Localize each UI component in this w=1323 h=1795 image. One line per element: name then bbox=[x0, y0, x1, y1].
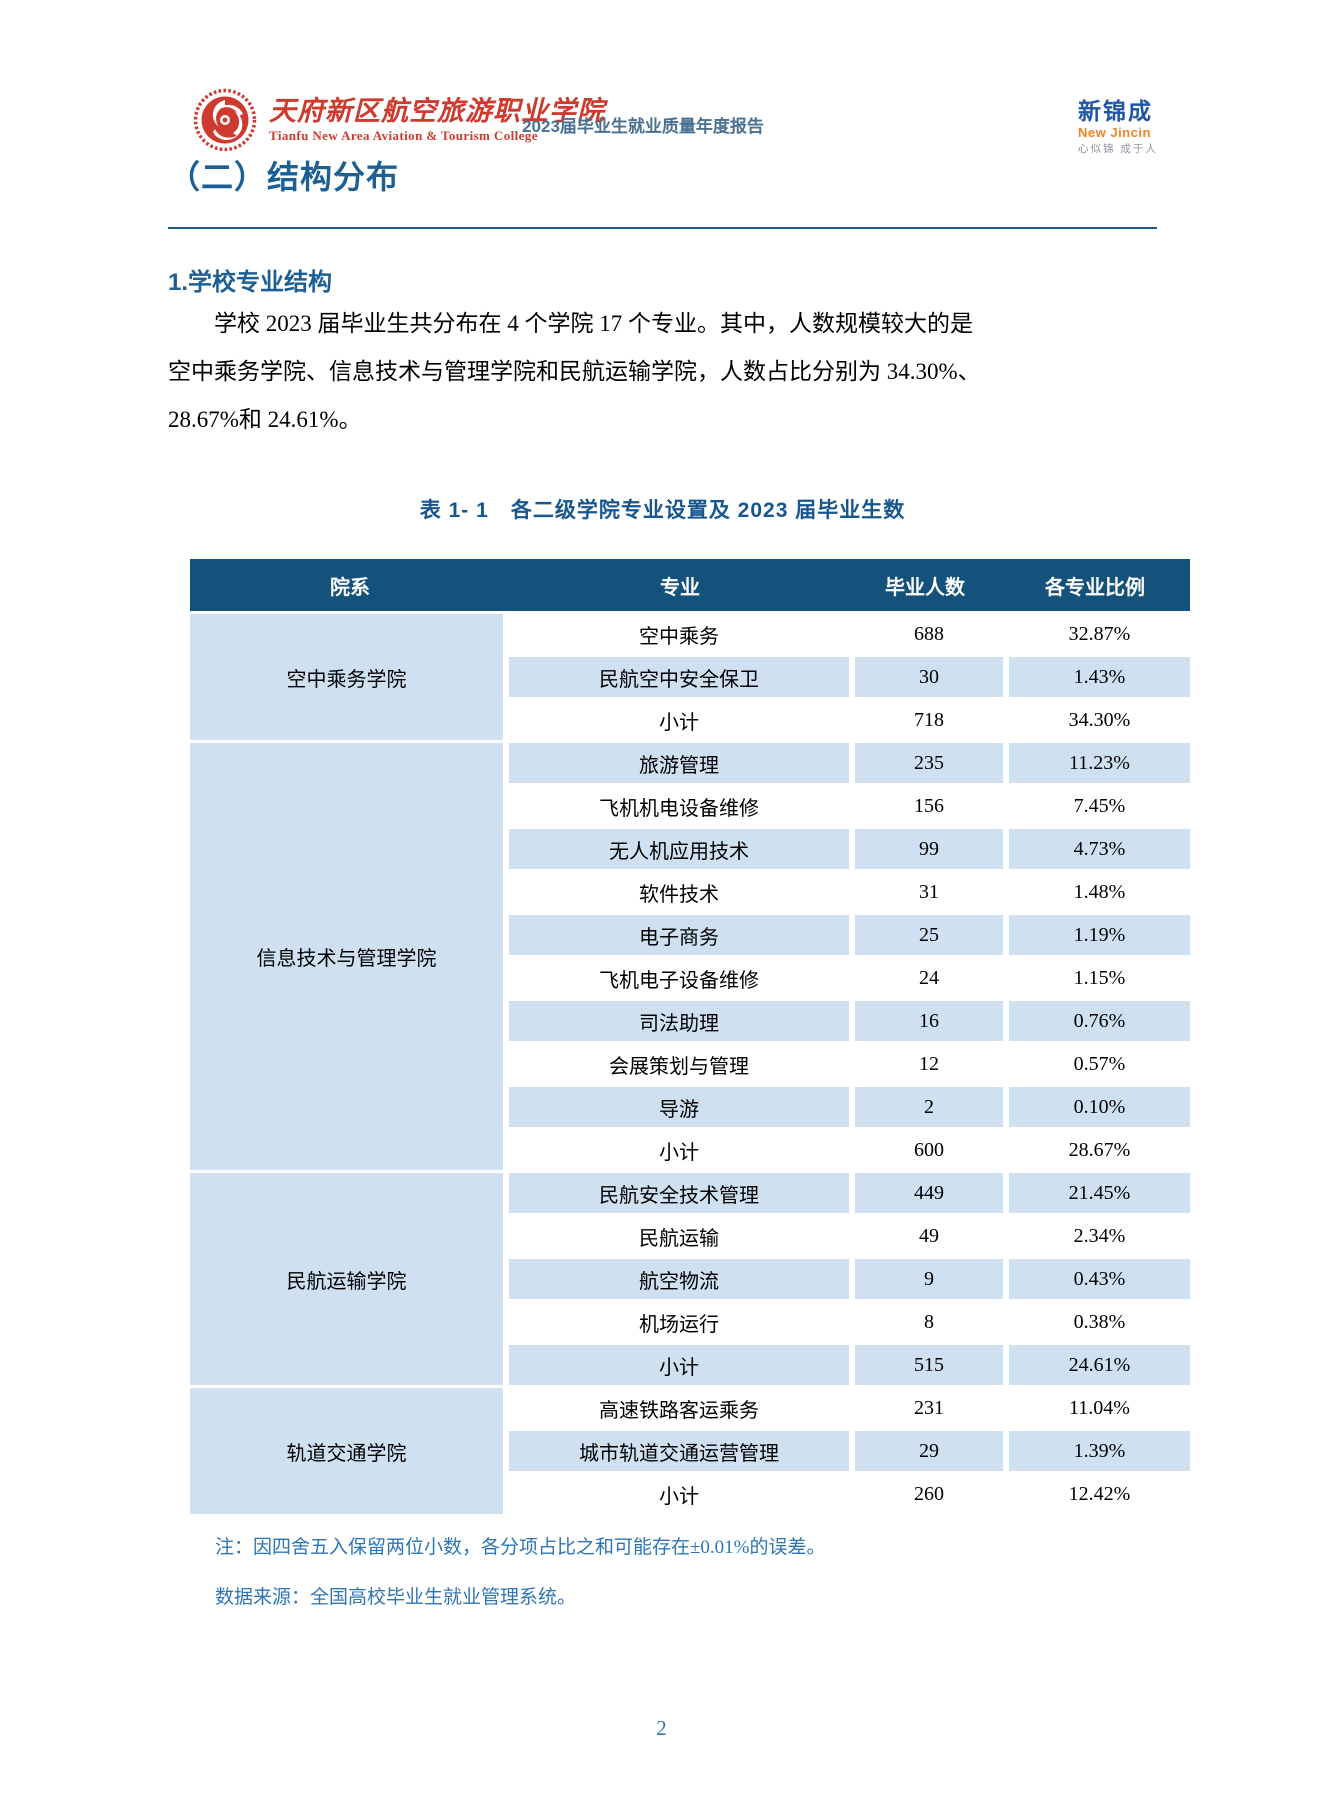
table-header-row: 院系 专业 毕业人数 各专业比例 bbox=[190, 559, 1190, 611]
college-name-block: 天府新区航空旅游职业学院 Tianfu New Area Aviation & … bbox=[269, 96, 605, 144]
college-cell: 空中乘务学院 bbox=[190, 614, 503, 740]
page-number: 2 bbox=[656, 1716, 667, 1740]
major-cell: 空中乘务 bbox=[509, 614, 849, 654]
count-cell: 30 bbox=[855, 657, 1003, 697]
brand-slogan: 心似锦 成于人 bbox=[1078, 143, 1158, 155]
college-logo: 天府新区航空旅游职业学院 Tianfu New Area Aviation & … bbox=[193, 88, 605, 152]
table-body: 空中乘务学院 空中乘务 688 32.87% 民航空中安全保卫 30 1.43% 小计 718 3… bbox=[190, 614, 1190, 1514]
brand-name-en: New Jincin bbox=[1078, 125, 1151, 140]
major-cell: 机场运行 bbox=[509, 1302, 849, 1342]
column-header-count: 毕业人数 bbox=[885, 576, 965, 599]
percent-cell: 11.23% bbox=[1009, 743, 1190, 783]
college-name-en: Tianfu New Area Aviation & Tourism Colle… bbox=[269, 128, 538, 143]
title-divider bbox=[168, 227, 1157, 229]
count-cell: 156 bbox=[855, 786, 1003, 826]
count-cell: 8 bbox=[855, 1302, 1003, 1342]
percent-cell: 1.19% bbox=[1009, 915, 1190, 955]
percent-cell: 24.61% bbox=[1009, 1345, 1190, 1385]
count-cell: 49 bbox=[855, 1216, 1003, 1256]
major-cell: 民航运输 bbox=[509, 1216, 849, 1256]
subsection-title: 1.学校专业结构 bbox=[168, 269, 333, 296]
major-cell: 飞机电子设备维修 bbox=[509, 958, 849, 998]
column-header-percent: 各专业比例 bbox=[1045, 576, 1145, 599]
major-cell: 旅游管理 bbox=[509, 743, 849, 783]
paragraph-line: 空中乘务学院、信息技术与管理学院和民航运输学院，人数占比分别为 34.30%、 bbox=[168, 359, 981, 384]
college-cell: 信息技术与管理学院 bbox=[190, 743, 503, 1170]
major-cell: 民航安全技术管理 bbox=[509, 1173, 849, 1213]
college-cell: 轨道交通学院 bbox=[190, 1388, 503, 1514]
major-cell: 民航空中安全保卫 bbox=[509, 657, 849, 697]
table-note: 注：因四舍五入保留两位小数，各分项占比之和可能存在±0.01%的误差。 bbox=[215, 1537, 826, 1558]
body-paragraph: 学校 2023 届毕业生共分布在 4 个学院 17 个专业。其中，人数规模较大的… bbox=[168, 300, 1160, 444]
percent-cell: 21.45% bbox=[1009, 1173, 1190, 1213]
count-cell: 29 bbox=[855, 1431, 1003, 1471]
count-cell: 235 bbox=[855, 743, 1003, 783]
major-cell: 飞机机电设备维修 bbox=[509, 786, 849, 826]
major-cell: 电子商务 bbox=[509, 915, 849, 955]
count-cell: 9 bbox=[855, 1259, 1003, 1299]
college-name-zh: 天府新区航空旅游职业学院 bbox=[269, 96, 605, 126]
percent-cell: 0.10% bbox=[1009, 1087, 1190, 1127]
major-cell: 小计 bbox=[509, 1345, 849, 1385]
major-cell: 导游 bbox=[509, 1087, 849, 1127]
percent-cell: 28.67% bbox=[1009, 1130, 1190, 1170]
data-source-note: 数据来源：全国高校毕业生就业管理系统。 bbox=[215, 1587, 577, 1608]
major-cell: 小计 bbox=[509, 700, 849, 740]
count-cell: 449 bbox=[855, 1173, 1003, 1213]
section-title: （二）结构分布 bbox=[168, 159, 400, 195]
count-cell: 688 bbox=[855, 614, 1003, 654]
count-cell: 515 bbox=[855, 1345, 1003, 1385]
paragraph-line: 学校 2023 届毕业生共分布在 4 个学院 17 个专业。其中，人数规模较大的… bbox=[214, 311, 973, 336]
major-cell: 城市轨道交通运营管理 bbox=[509, 1431, 849, 1471]
percent-cell: 4.73% bbox=[1009, 829, 1190, 869]
percent-cell: 11.04% bbox=[1009, 1388, 1190, 1428]
count-cell: 12 bbox=[855, 1044, 1003, 1084]
count-cell: 16 bbox=[855, 1001, 1003, 1041]
major-cell: 高速铁路客运乘务 bbox=[509, 1388, 849, 1428]
percent-cell: 1.43% bbox=[1009, 657, 1190, 697]
count-cell: 25 bbox=[855, 915, 1003, 955]
count-cell: 600 bbox=[855, 1130, 1003, 1170]
percent-cell: 0.76% bbox=[1009, 1001, 1190, 1041]
major-cell: 小计 bbox=[509, 1474, 849, 1514]
major-cell: 软件技术 bbox=[509, 872, 849, 912]
column-header-major: 专业 bbox=[660, 576, 700, 599]
percent-cell: 34.30% bbox=[1009, 700, 1190, 740]
table-caption: 表 1- 1 各二级学院专业设置及 2023 届毕业生数 bbox=[419, 499, 906, 522]
count-cell: 2 bbox=[855, 1087, 1003, 1127]
percent-cell: 0.43% bbox=[1009, 1259, 1190, 1299]
column-header-college: 院系 bbox=[330, 576, 370, 599]
brand-name-zh: 新锦成 bbox=[1078, 98, 1153, 124]
percent-cell: 1.39% bbox=[1009, 1431, 1190, 1471]
count-cell: 718 bbox=[855, 700, 1003, 740]
count-cell: 31 bbox=[855, 872, 1003, 912]
percent-cell: 12.42% bbox=[1009, 1474, 1190, 1514]
page-header: 天府新区航空旅游职业学院 Tianfu New Area Aviation & … bbox=[0, 86, 1323, 164]
major-cell: 会展策划与管理 bbox=[509, 1044, 849, 1084]
count-cell: 24 bbox=[855, 958, 1003, 998]
report-title: 2023届毕业生就业质量年度报告 bbox=[522, 117, 764, 136]
percent-cell: 1.48% bbox=[1009, 872, 1190, 912]
phoenix-emblem-icon bbox=[193, 88, 257, 152]
count-cell: 260 bbox=[855, 1474, 1003, 1514]
major-cell: 小计 bbox=[509, 1130, 849, 1170]
percent-cell: 7.45% bbox=[1009, 786, 1190, 826]
percent-cell: 0.57% bbox=[1009, 1044, 1190, 1084]
majors-table: 院系 专业 毕业人数 各专业比例 空中乘务学院 空中乘务 688 32.87% 民航空中… bbox=[190, 559, 1190, 1514]
count-cell: 231 bbox=[855, 1388, 1003, 1428]
percent-cell: 0.38% bbox=[1009, 1302, 1190, 1342]
major-cell: 司法助理 bbox=[509, 1001, 849, 1041]
percent-cell: 2.34% bbox=[1009, 1216, 1190, 1256]
brand-logo: 新锦成 New Jincin 心似锦 成于人 bbox=[1078, 100, 1208, 155]
percent-cell: 32.87% bbox=[1009, 614, 1190, 654]
count-cell: 99 bbox=[855, 829, 1003, 869]
paragraph-line: 28.67%和 24.61%。 bbox=[168, 407, 362, 432]
major-cell: 航空物流 bbox=[509, 1259, 849, 1299]
college-cell: 民航运输学院 bbox=[190, 1173, 503, 1385]
percent-cell: 1.15% bbox=[1009, 958, 1190, 998]
major-cell: 无人机应用技术 bbox=[509, 829, 849, 869]
